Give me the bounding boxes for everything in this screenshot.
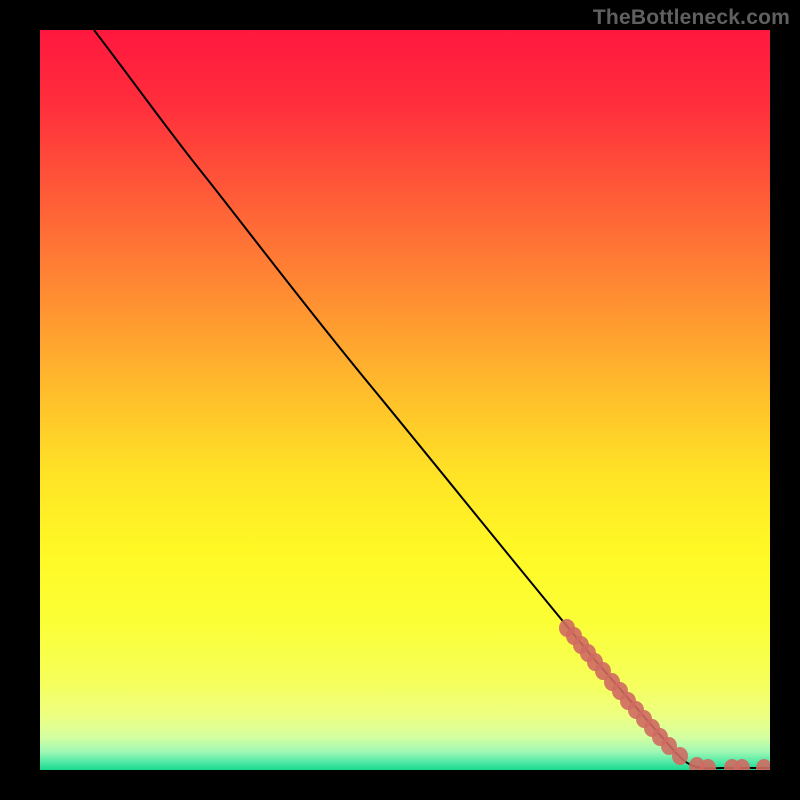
- data-marker: [672, 747, 688, 765]
- gradient-background: [40, 30, 770, 770]
- plot-area: [40, 30, 770, 770]
- chart-svg: [40, 30, 770, 770]
- stage: TheBottleneck.com: [0, 0, 800, 800]
- watermark-text: TheBottleneck.com: [593, 6, 790, 30]
